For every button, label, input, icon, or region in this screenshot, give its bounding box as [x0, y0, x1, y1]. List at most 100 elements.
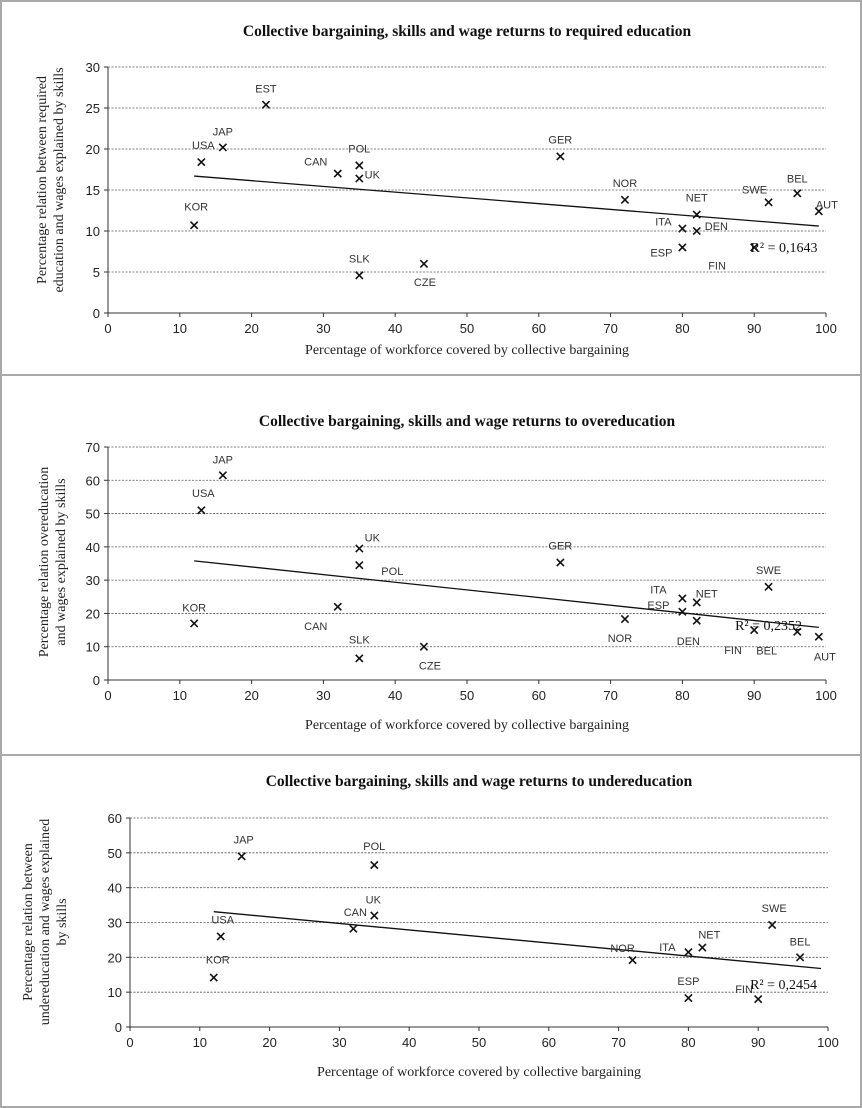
y-tick-label: 40 [108, 881, 122, 896]
point-label: ITA [650, 584, 667, 596]
chart-title: Collective bargaining, skills and wage r… [259, 413, 676, 430]
point-label: POL [363, 841, 385, 853]
y-tick-label: 15 [86, 183, 100, 198]
data-point-slk [355, 271, 364, 280]
point-label: BEL [790, 936, 811, 948]
data-point-kor [209, 973, 218, 982]
y-tick-label: 50 [86, 507, 100, 522]
data-point-slk [355, 654, 364, 663]
point-label: POL [381, 566, 403, 578]
data-point-can [333, 602, 342, 611]
point-label: NET [686, 193, 708, 205]
point-label: UK [366, 895, 382, 907]
data-point-pol [355, 161, 364, 170]
y-axis-label-line: Percentage relation overeducation [37, 467, 52, 657]
point-label: JAP [234, 834, 254, 846]
x-tick-label: 100 [817, 1035, 839, 1050]
x-tick-label: 40 [402, 1035, 416, 1050]
r-squared-label: R² = 0,2454 [750, 978, 817, 993]
x-tick-label: 60 [532, 321, 546, 336]
data-point-bel [793, 627, 802, 636]
y-tick-label: 70 [86, 440, 100, 455]
data-point-aut [814, 207, 823, 216]
data-point-pol [355, 560, 364, 570]
point-label: SWE [756, 565, 781, 577]
x-tick-label: 0 [104, 321, 111, 336]
point-label: CZE [414, 277, 436, 289]
trendline [194, 175, 819, 227]
y-axis-label-line: Percentage relation between [21, 843, 36, 1001]
point-label: SWE [742, 184, 767, 196]
point-label: UK [365, 170, 381, 182]
x-tick-label: 40 [388, 688, 402, 703]
y-tick-label: 60 [108, 811, 122, 826]
data-point-can [333, 169, 342, 178]
point-label: GER [548, 134, 572, 146]
x-tick-label: 50 [460, 688, 474, 703]
x-tick-label: 50 [472, 1035, 486, 1050]
data-point-pol [370, 860, 379, 870]
y-tick-label: 20 [86, 606, 100, 621]
data-point-net [698, 943, 707, 952]
point-label: CZE [419, 661, 441, 673]
data-point-uk [370, 911, 379, 920]
data-point-ita [684, 947, 693, 957]
y-tick-label: 10 [108, 985, 122, 1000]
x-tick-label: 60 [532, 688, 546, 703]
data-point-nor [628, 955, 637, 965]
y-axis-label-line: Percentage relation between required [35, 76, 50, 284]
point-label: CAN [304, 621, 327, 633]
data-point-usa [216, 932, 225, 941]
data-point-ger [556, 558, 565, 567]
y-axis-label: Percentage relation overeducation and wag… [37, 467, 69, 657]
data-point-fin [754, 994, 763, 1004]
point-label: KOR [182, 602, 206, 614]
point-label: AUT [814, 652, 836, 664]
x-tick-label: 80 [681, 1035, 695, 1050]
x-tick-label: 0 [104, 688, 111, 703]
y-axis-label-line: undereducation and wages explained [38, 819, 53, 1025]
point-label: SLK [349, 253, 370, 265]
x-tick-label: 100 [815, 688, 837, 703]
y-axis-label-line: and wages explained by skills [54, 478, 69, 645]
point-label: KOR [184, 201, 208, 213]
data-point-esp [678, 243, 687, 252]
data-point-kor [189, 619, 199, 628]
x-axis-label: Percentage of workforce covered by colle… [305, 718, 629, 733]
point-label: NET [698, 930, 720, 942]
data-point-jap [237, 852, 246, 861]
point-label: EST [255, 84, 277, 96]
point-label: AUT [816, 199, 838, 211]
point-label: BEL [787, 173, 808, 185]
data-point-jap [218, 143, 228, 152]
y-tick-label: 25 [86, 101, 100, 116]
x-tick-label: 20 [244, 321, 258, 336]
data-point-ger [556, 152, 565, 161]
point-label: CAN [344, 907, 367, 919]
y-tick-label: 5 [93, 265, 100, 280]
data-point-net [692, 210, 701, 219]
data-point-ita [678, 594, 687, 603]
x-tick-label: 30 [316, 688, 330, 703]
y-axis-label: Percentage relation between required educ… [35, 67, 67, 292]
data-point-cze [419, 259, 429, 268]
data-point-swe [764, 198, 773, 207]
y-tick-label: 0 [93, 673, 100, 688]
data-point-bel [793, 189, 802, 198]
x-tick-label: 20 [262, 1035, 276, 1050]
x-tick-label: 100 [815, 321, 837, 336]
data-point-net [692, 598, 701, 607]
chart-title: Collective bargaining, skills and wage r… [266, 773, 693, 790]
x-tick-label: 50 [460, 321, 474, 336]
point-label: NOR [608, 633, 633, 645]
point-label: POL [348, 143, 370, 155]
y-axis-label-line: by skills [55, 898, 70, 945]
data-point-est [261, 100, 271, 109]
x-tick-label: 20 [244, 688, 258, 703]
point-label: SWE [762, 903, 787, 915]
x-tick-label: 30 [332, 1035, 346, 1050]
y-tick-label: 30 [86, 573, 100, 588]
x-tick-label: 30 [316, 321, 330, 336]
x-tick-label: 90 [751, 1035, 765, 1050]
point-label: ITA [659, 942, 676, 954]
